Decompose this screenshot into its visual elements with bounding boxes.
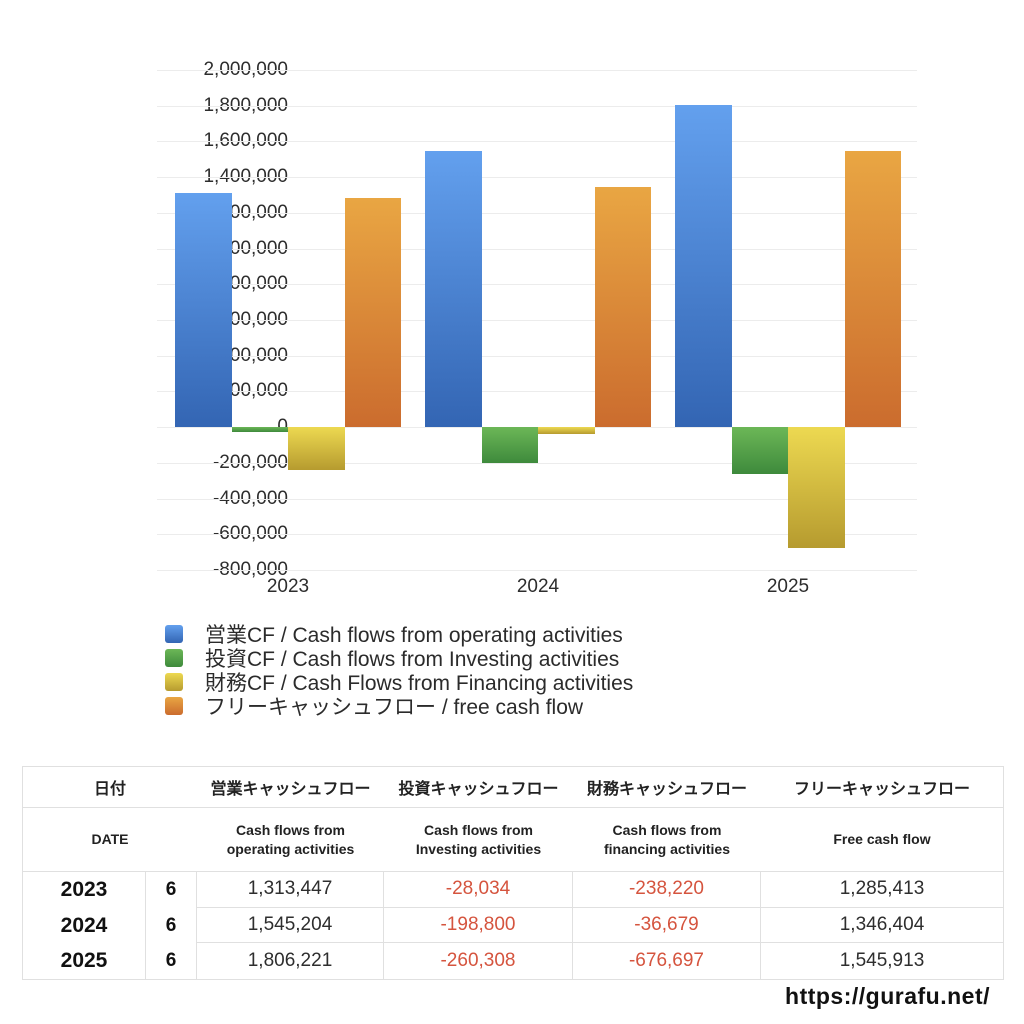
- table-cell-month: 6: [146, 872, 197, 908]
- table-cell-financing: -238,220: [573, 872, 761, 908]
- gridline: [157, 249, 917, 250]
- table-header-operating-jp: 営業キャッシュフロー: [197, 767, 384, 808]
- site-url-link[interactable]: https://gurafu.net/: [785, 983, 990, 1009]
- bar-2024-series1: [481, 427, 538, 463]
- bar-2025-series3: [844, 151, 901, 428]
- gridline: [157, 284, 917, 285]
- table-cell-investing: -198,800: [384, 907, 573, 944]
- legend-swatch-icon: [165, 673, 183, 691]
- table-cell-investing: -28,034: [384, 872, 573, 908]
- y-axis-tick-label: 1,800,000: [203, 94, 288, 116]
- gridline: [157, 320, 917, 321]
- table-cell-year: 2023: [23, 872, 146, 908]
- legend-item: フリーキャッシュフロー / free cash flow: [165, 694, 633, 719]
- table-cell-free: 1,285,413: [761, 872, 1003, 908]
- legend-item: 財務CF / Cash Flows from Financing activit…: [165, 670, 634, 695]
- table-cell-operating: 1,806,221: [197, 943, 384, 979]
- table-header-date-en: DATE: [23, 808, 197, 872]
- gridline: [157, 213, 917, 214]
- bar-2023-series2: [288, 427, 345, 470]
- x-axis-tick-label: 2024: [516, 576, 560, 597]
- y-axis-tick-label: 0: [148, 416, 288, 438]
- legend-label: 投資CF / Cash flows from Investing activit…: [205, 648, 620, 671]
- table-header-investing-jp: 投資キャッシュフロー: [384, 767, 573, 808]
- table-cell-investing: -260,308: [384, 943, 573, 979]
- table-header-free-en: Free cash flow: [761, 808, 1003, 872]
- bar-2024-series3: [594, 186, 651, 428]
- x-axis-tick-label: 2023: [266, 576, 310, 597]
- gridline: [157, 356, 917, 357]
- legend-swatch-icon: [165, 649, 183, 667]
- y-axis-tick-label: 1,400,000: [203, 166, 288, 188]
- legend-label: フリーキャッシュフロー / free cash flow: [205, 696, 584, 719]
- plot-area: [157, 70, 917, 571]
- gridline: [157, 391, 917, 392]
- table-cell-month: 6: [146, 943, 197, 979]
- y-axis-tick-label: 1,600,000: [203, 130, 288, 152]
- y-axis-tick-label: -600,000: [212, 523, 288, 545]
- gridline: [157, 499, 917, 500]
- legend: 営業CF / Cash flows from operating activit…: [165, 622, 634, 719]
- table-cell-operating: 1,313,447: [197, 872, 384, 908]
- y-axis-tick-label: 200,000: [219, 380, 288, 402]
- table-cell-financing: -36,679: [573, 907, 761, 944]
- table-header-date-jp: 日付: [23, 767, 197, 808]
- legend-swatch-icon: [165, 697, 183, 715]
- bar-2024-series0: [425, 151, 482, 428]
- table-header-operating-en: Cash flows from operating activities: [197, 808, 384, 872]
- bar-2023-series3: [344, 197, 401, 428]
- table-cell-financing: -676,697: [573, 943, 761, 979]
- bar-2025-series1: [731, 427, 788, 474]
- table-cell-year: 2024: [23, 907, 146, 944]
- bar-2024-series2: [538, 427, 595, 434]
- bar-2025-series0: [675, 104, 732, 428]
- table-header-free-jp: フリーキャッシュフロー: [761, 767, 1003, 808]
- y-axis-tick-label: 600,000: [219, 309, 288, 330]
- gridline: [157, 534, 917, 535]
- gridline: [157, 70, 917, 71]
- y-axis-tick-label: -800,000: [212, 559, 288, 580]
- gridline: [157, 106, 917, 107]
- cashflow-table: 日付 営業キャッシュフロー 投資キャッシュフロー 財務キャッシュフロー フリーキ…: [22, 766, 1004, 980]
- table-header-financing-jp: 財務キャッシュフロー: [573, 767, 761, 808]
- table-cell-free: 1,346,404: [761, 908, 1003, 944]
- table-cell-year: 2025: [23, 943, 146, 979]
- bar-2025-series2: [788, 427, 845, 548]
- gridline: [157, 463, 917, 464]
- table-header-financing-en: Cash flows from financing activities: [573, 808, 761, 872]
- legend-item: 投資CF / Cash flows from Investing activit…: [165, 646, 633, 671]
- cashflow-bar-chart: 2,000,000 1,800,000 1,600,000 1,400,000 1,20…: [148, 59, 917, 597]
- gridline: [157, 570, 917, 571]
- bar-2023-series0: [175, 192, 232, 428]
- table-cell-month: 6: [146, 907, 197, 944]
- legend-label: 営業CF / Cash flows from operating activit…: [205, 624, 623, 647]
- y-axis-tick-label: -400,000: [212, 487, 288, 509]
- y-axis-tick-label: 2,000,000: [203, 59, 288, 80]
- y-axis-tick-label: -200,000: [212, 451, 288, 473]
- legend-label: 財務CF / Cash Flows from Financing activit…: [205, 672, 634, 695]
- legend-swatch-icon: [165, 625, 183, 643]
- bar-2023-series1: [231, 427, 288, 433]
- gridline: [157, 141, 917, 142]
- table-cell-free: 1,545,913: [839, 950, 925, 972]
- x-axis-tick-label: 2025: [766, 576, 810, 597]
- table-header-investing-en: Cash flows from Investing activities: [384, 808, 573, 872]
- gridline: [157, 177, 917, 178]
- legend-item: 営業CF / Cash flows from operating activit…: [165, 622, 633, 647]
- y-axis-tick-label: 400,000: [219, 344, 288, 366]
- y-axis-tick-label: 800,000: [219, 273, 288, 295]
- table-cell-operating: 1,545,204: [197, 907, 384, 944]
